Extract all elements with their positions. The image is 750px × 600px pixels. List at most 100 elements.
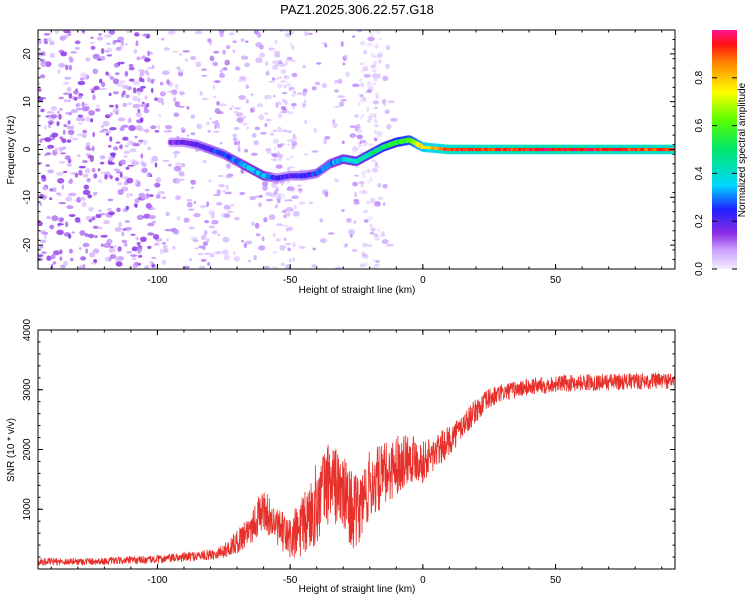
noise-blob	[175, 178, 181, 184]
noise-blob	[62, 170, 68, 174]
noise-blob	[76, 154, 81, 158]
noise-blob	[366, 106, 370, 112]
noise-blob	[200, 234, 207, 241]
noise-blob	[173, 152, 178, 158]
noise-blob	[68, 214, 76, 217]
noise-blob	[255, 57, 263, 64]
noise-blob	[323, 138, 328, 145]
noise-blob	[80, 72, 87, 78]
noise-blob	[107, 198, 114, 202]
noise-blob	[233, 256, 240, 262]
noise-blob	[156, 97, 164, 104]
noise-blob	[150, 125, 157, 130]
noise-blob	[66, 205, 74, 210]
noise-blob	[245, 40, 249, 43]
noise-blob	[264, 112, 269, 115]
noise-blob	[195, 61, 202, 68]
noise-blob	[269, 132, 275, 136]
noise-blob	[83, 184, 90, 190]
noise-blob	[301, 102, 307, 108]
noise-blob	[292, 90, 296, 94]
noise-blob	[119, 159, 127, 165]
noise-blob	[277, 83, 283, 89]
noise-blob	[69, 192, 77, 197]
noise-blob	[374, 43, 379, 49]
noise-blob	[292, 136, 298, 139]
noise-blob	[154, 182, 161, 188]
noise-blob	[268, 47, 275, 51]
noise-blob	[363, 209, 369, 214]
noise-blob	[125, 94, 130, 98]
noise-blob	[50, 106, 58, 111]
noise-blob	[97, 36, 103, 41]
noise-blob	[150, 79, 154, 84]
noise-blob	[293, 211, 300, 217]
noise-blob	[106, 42, 111, 45]
noise-blob	[80, 256, 87, 261]
noise-blob	[280, 111, 284, 114]
noise-blob	[378, 59, 382, 64]
noise-blob	[135, 112, 142, 118]
noise-blob	[351, 146, 359, 152]
noise-blob	[216, 101, 221, 106]
noise-blob	[79, 230, 86, 236]
noise-blob	[374, 233, 378, 238]
noise-blob	[340, 41, 344, 47]
noise-blob	[341, 140, 345, 145]
noise-blob	[279, 245, 287, 249]
noise-blob	[115, 177, 120, 182]
noise-blob	[63, 261, 68, 266]
noise-blob	[367, 115, 373, 121]
noise-blob	[354, 174, 359, 177]
noise-blob	[54, 30, 60, 34]
noise-blob	[145, 188, 150, 192]
noise-blob	[363, 140, 368, 146]
noise-blob	[153, 207, 157, 210]
noise-blob	[90, 262, 96, 265]
noise-blob	[115, 47, 122, 52]
noise-blob	[353, 220, 357, 224]
noise-blob	[131, 160, 140, 166]
noise-blob	[225, 175, 233, 179]
noise-blob	[168, 30, 176, 35]
noise-blob	[58, 108, 64, 111]
noise-blob	[119, 61, 125, 65]
noise-blob	[278, 76, 283, 80]
noise-blob	[231, 104, 234, 108]
noise-blob	[49, 135, 54, 138]
noise-blob	[275, 77, 279, 81]
noise-blob	[60, 51, 68, 57]
noise-blob	[90, 45, 96, 50]
noise-blob	[91, 167, 96, 173]
noise-blob	[282, 193, 285, 199]
noise-blob	[311, 150, 319, 153]
noise-blob	[179, 53, 183, 56]
noise-blob	[122, 176, 129, 180]
noise-blob	[116, 171, 123, 174]
noise-blob	[221, 249, 229, 255]
noise-blob	[174, 83, 179, 90]
noise-blob	[367, 179, 370, 184]
noise-blob	[186, 201, 193, 208]
noise-blob	[88, 110, 95, 116]
noise-blob	[41, 251, 47, 254]
noise-blob	[211, 213, 215, 219]
noise-blob	[49, 40, 55, 46]
noise-blob	[155, 177, 162, 183]
noise-blob	[374, 263, 381, 267]
noise-blob	[128, 266, 132, 269]
noise-blob	[147, 222, 155, 227]
noise-blob	[143, 33, 148, 37]
noise-blob	[126, 227, 130, 232]
noise-blob	[364, 261, 369, 266]
noise-blob	[157, 191, 165, 195]
noise-blob	[38, 54, 43, 57]
noise-blob	[219, 73, 226, 78]
noise-blob	[358, 189, 365, 195]
noise-blob	[138, 254, 143, 258]
noise-blob	[290, 93, 297, 97]
noise-blob	[376, 131, 383, 136]
noise-blob	[273, 50, 281, 54]
noise-blob	[198, 265, 206, 269]
noise-blob	[361, 170, 366, 175]
